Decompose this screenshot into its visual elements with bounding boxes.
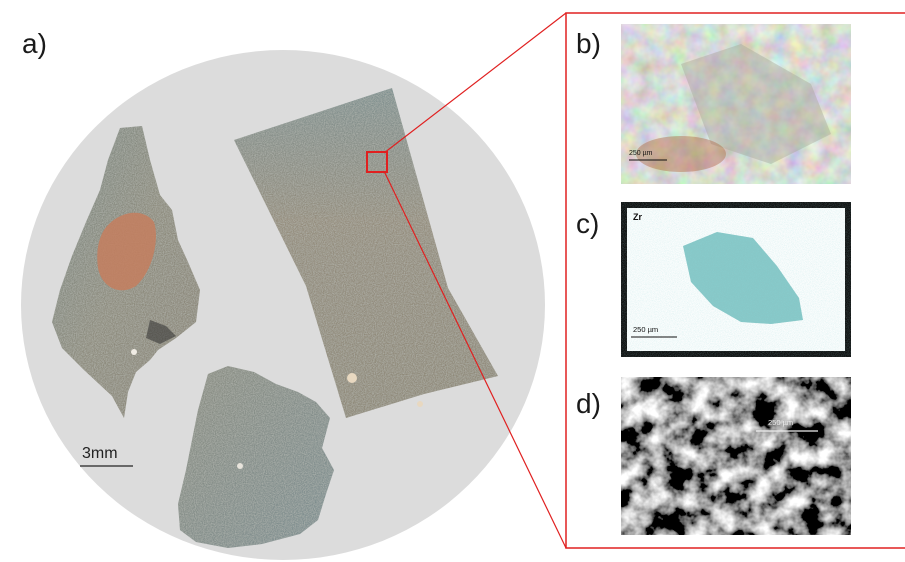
zoom-region-box xyxy=(366,151,388,173)
panel-label-c: c) xyxy=(576,208,600,239)
zoom-line-bottom xyxy=(383,170,567,549)
element-label-zr: Zr xyxy=(633,212,642,222)
scale-label-d: 250 µm xyxy=(768,418,793,427)
white-grain xyxy=(347,373,357,383)
white-grain xyxy=(417,401,423,407)
white-grain xyxy=(131,349,137,355)
rock-fragment-left xyxy=(52,126,200,418)
panel-label-b: b) xyxy=(576,28,601,59)
white-grain xyxy=(237,463,243,469)
rock-fragment-slab xyxy=(234,88,498,418)
panel-label-a: a) xyxy=(22,28,47,59)
grayscale-texture xyxy=(627,383,845,529)
crack xyxy=(146,320,176,344)
orange-stain xyxy=(636,136,726,172)
scale-label-3mm: 3mm xyxy=(82,445,118,462)
panel-b-optical-image: 250 µm xyxy=(621,24,851,184)
zoom-line-top xyxy=(383,12,567,154)
rock-fragment-bottom xyxy=(178,366,334,548)
panel-c-zr-map: Zr 250 µm xyxy=(621,202,851,357)
grain-outline xyxy=(681,44,831,164)
orange-clast xyxy=(97,212,156,291)
scale-label-c: 250 µm xyxy=(633,325,658,334)
panel-d-grayscale-image: 250 µm xyxy=(621,377,851,535)
panel-label-d: d) xyxy=(576,388,601,419)
optical-texture xyxy=(627,30,845,178)
zoom-outline xyxy=(565,12,905,549)
scale-label-b: 250 µm xyxy=(629,150,653,157)
